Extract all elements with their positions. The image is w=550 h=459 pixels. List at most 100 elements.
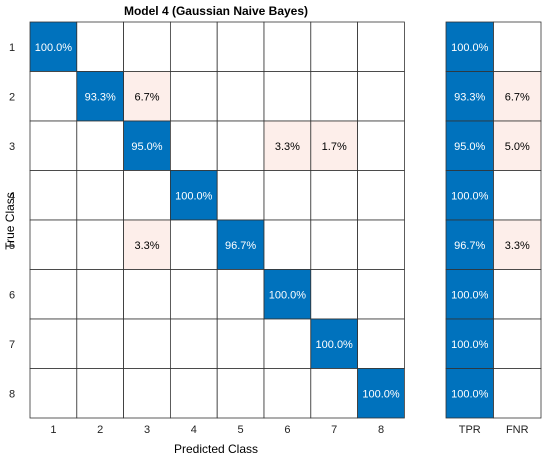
y-tick-label: 2	[9, 91, 15, 103]
matrix-cell-8-5	[216, 368, 265, 419]
matrix-cell-2-7	[310, 71, 358, 122]
fnr-cell-7	[493, 318, 542, 369]
tpr-value-label: 93.3%	[454, 91, 485, 103]
matrix-cell-2-2	[76, 71, 125, 122]
y-tick-label: 6	[9, 289, 15, 301]
tpr-cell-4	[445, 170, 494, 221]
matrix-cell-6-2	[76, 269, 125, 320]
fnr-cell-5	[493, 219, 542, 270]
tpr-value-label: 100.0%	[451, 289, 489, 301]
matrix-cell-6-5	[216, 269, 265, 320]
matrix-cell-6-3	[123, 269, 171, 320]
matrix-cell-2-3	[123, 71, 171, 122]
tpr-cell-7	[445, 318, 494, 369]
confusion-matrix-grid: 100.0% 93.3% 6.7% 95.0% 3.3% 1.7% 100.0% 3.3% 96…	[29, 21, 405, 419]
matrix-cell-5-2	[76, 219, 125, 270]
matrix-cell-2-1	[29, 71, 78, 122]
matrix-cell-6-1	[29, 269, 78, 320]
matrix-cell-6-8	[357, 269, 405, 320]
tpr-cell-2	[445, 71, 494, 122]
fnr-value-label: 3.3%	[505, 240, 530, 252]
matrix-cell-7-5	[216, 318, 265, 369]
y-tick-label: 1	[9, 42, 15, 54]
matrix-cell-4-3	[123, 170, 171, 221]
fnr-cell-3	[493, 120, 542, 171]
matrix-cell-7-8	[357, 318, 405, 369]
x-axis-label: Predicted Class	[174, 442, 258, 456]
matrix-cell-2-8	[357, 71, 405, 122]
cell-value-label: 100.0%	[316, 339, 354, 351]
matrix-cell-6-4	[169, 269, 218, 320]
matrix-cell-4-7	[310, 170, 358, 221]
fnr-cell-6	[493, 269, 542, 320]
matrix-cell-1-7	[310, 21, 358, 72]
x-tick-label: 1	[50, 424, 56, 436]
y-tick-label: 4	[9, 190, 15, 202]
tpr-value-label: 95.0%	[454, 141, 485, 153]
matrix-cell-1-5	[216, 21, 265, 72]
matrix-cell-8-7	[310, 368, 358, 419]
matrix-cell-8-6	[263, 368, 312, 419]
matrix-cell-3-4	[169, 120, 218, 171]
fnr-value-label: 5.0%	[505, 141, 530, 153]
tpr-value-label: 100.0%	[451, 42, 489, 54]
matrix-cell-7-1	[29, 318, 78, 369]
matrix-cell-1-3	[123, 21, 171, 72]
tpr-cell-8	[445, 368, 494, 419]
matrix-cell-8-2	[76, 368, 125, 419]
matrix-cell-5-6	[263, 219, 312, 270]
cell-value-label: 95.0%	[131, 141, 162, 153]
matrix-cell-4-1	[29, 170, 78, 221]
fnr-cell-1	[493, 21, 542, 72]
fnr-cell-8	[493, 368, 542, 419]
matrix-cell-1-6	[263, 21, 312, 72]
matrix-cell-8-8	[357, 368, 405, 419]
cell-value-label: 3.3%	[134, 240, 159, 252]
tpr-value-label: 100.0%	[451, 339, 489, 351]
fnr-cell-4	[493, 170, 542, 221]
matrix-cell-4-5	[216, 170, 265, 221]
matrix-cell-5-1	[29, 219, 78, 270]
x-tick-label: 5	[238, 424, 244, 436]
y-tick-label: 3	[9, 141, 15, 153]
matrix-cell-2-5	[216, 71, 265, 122]
tick-labels: 1 1 2 2 3 3 4 4 5 5 6 6 7 7 8 8 TPR FNR	[9, 42, 529, 436]
cell-value-label: 100.0%	[175, 190, 213, 202]
tpr-fnr-summary-grid: 100.0% 93.3% 6.7% 95.0% 5.0% 100.0% 96.7% 3.3% 1…	[445, 21, 542, 419]
x-tick-label: 7	[331, 424, 337, 436]
y-axis-label: True Class	[3, 192, 17, 250]
matrix-cell-7-2	[76, 318, 125, 369]
matrix-cell-1-1	[29, 21, 78, 72]
matrix-cell-6-6	[263, 269, 312, 320]
y-tick-label: 8	[9, 388, 15, 400]
matrix-cell-8-4	[169, 368, 218, 419]
matrix-cell-8-3	[123, 368, 171, 419]
cell-value-label: 3.3%	[275, 141, 300, 153]
matrix-cell-7-4	[169, 318, 218, 369]
matrix-cell-5-8	[357, 219, 405, 270]
matrix-cell-1-8	[357, 21, 405, 72]
x-tick-label: 6	[284, 424, 290, 436]
cell-value-label: 100.0%	[35, 42, 73, 54]
matrix-cell-3-5	[216, 120, 265, 171]
matrix-cell-5-7	[310, 219, 358, 270]
matrix-cell-2-4	[169, 71, 218, 122]
matrix-cell-4-6	[263, 170, 312, 221]
matrix-cell-7-3	[123, 318, 171, 369]
x-tick-label: 3	[144, 424, 150, 436]
summary-column-label: TPR	[459, 424, 481, 436]
tpr-value-label: 96.7%	[454, 240, 485, 252]
matrix-cell-2-6	[263, 71, 312, 122]
tpr-cell-6	[445, 269, 494, 320]
chart-title: Model 4 (Gaussian Naive Bayes)	[124, 4, 308, 18]
cell-value-label: 96.7%	[225, 240, 256, 252]
matrix-cell-4-8	[357, 170, 405, 221]
cell-value-label: 93.3%	[85, 91, 116, 103]
matrix-cell-5-4	[169, 219, 218, 270]
matrix-cell-8-1	[29, 368, 78, 419]
fnr-value-label: 6.7%	[505, 91, 530, 103]
x-tick-label: 2	[97, 424, 103, 436]
matrix-cell-3-8	[357, 120, 405, 171]
matrix-cell-5-3	[123, 219, 171, 270]
